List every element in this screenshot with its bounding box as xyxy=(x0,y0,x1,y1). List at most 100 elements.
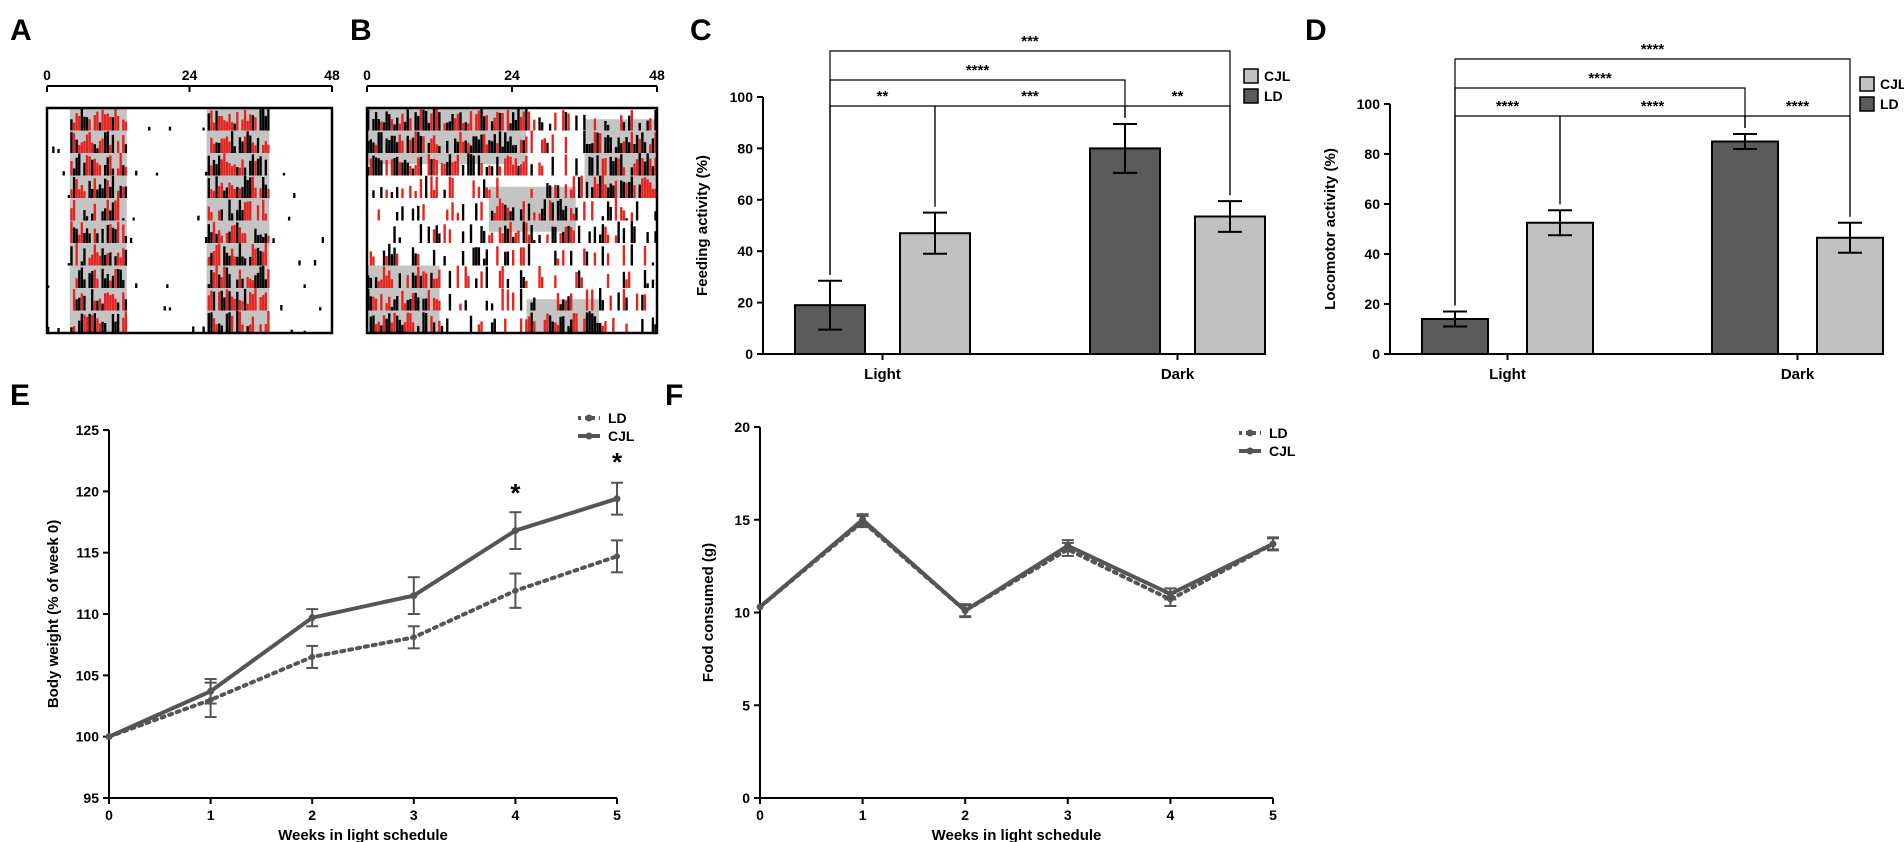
actogram-activity-bar xyxy=(446,318,449,333)
actogram-activity-bar xyxy=(78,320,81,333)
actogram-activity-bar xyxy=(548,200,552,221)
actogram-tick-label: 0 xyxy=(43,67,51,83)
actogram-activity-bar xyxy=(267,188,270,198)
actogram-frame xyxy=(45,106,334,335)
actogram-activity-bar xyxy=(91,188,94,198)
actogram-activity-bar xyxy=(385,111,388,131)
actogram-activity-bar xyxy=(448,154,452,176)
series-line-ld xyxy=(107,554,619,739)
actogram-activity-bar xyxy=(630,167,634,176)
actogram-activity-bar xyxy=(570,189,573,198)
actogram-activity-bar xyxy=(406,300,409,311)
actogram-activity-bar xyxy=(202,127,205,131)
actogram-activity-bar xyxy=(577,177,581,198)
actogram-activity-bar xyxy=(236,256,239,266)
actogram-activity-bar xyxy=(259,156,262,176)
actogram-activity-bar xyxy=(483,230,486,243)
actogram-activity-bar xyxy=(220,276,223,288)
actogram-activity-bar xyxy=(464,266,467,288)
actogram-activity-bar xyxy=(382,250,386,266)
actogram-activity-bar xyxy=(220,116,223,131)
actogram-activity-bar xyxy=(85,117,89,131)
actogram-activity-bar xyxy=(614,146,618,153)
actogram-activity-bar xyxy=(96,111,99,131)
actogram-activity-bar xyxy=(601,224,605,243)
actogram-activity-bar xyxy=(207,178,210,198)
legend-label: LD xyxy=(1264,88,1283,104)
actogram-activity-bar xyxy=(425,298,428,311)
actogram-activity-bar xyxy=(220,159,223,176)
actogram-activity-bar xyxy=(572,213,576,221)
actogram-activity-bar xyxy=(551,321,554,333)
legend-marker xyxy=(585,432,593,440)
actogram-activity-bar xyxy=(212,159,216,176)
actogram-activity-bar xyxy=(380,325,383,333)
actogram-activity-bar xyxy=(104,114,107,131)
actogram-activity-bar xyxy=(96,162,99,176)
actogram-activity-bar xyxy=(251,244,255,266)
actogram-activity-bar xyxy=(504,204,507,221)
actogram-activity-bar xyxy=(264,159,267,176)
actogram-activity-bar xyxy=(430,315,433,333)
actogram-activity-bar xyxy=(422,312,425,333)
actogram-activity-bar xyxy=(385,256,388,266)
actogram-activity-bar xyxy=(218,230,221,243)
actogram-activity-bar xyxy=(614,198,618,221)
actogram-activity-bar xyxy=(411,272,415,288)
actogram-activity-bar xyxy=(93,144,96,153)
actogram-activity-bar xyxy=(272,238,275,243)
actogram-activity-bar xyxy=(282,172,286,176)
actogram-activity-bar xyxy=(380,187,383,198)
actogram-activity-bar xyxy=(207,155,210,176)
actogram-activity-bar xyxy=(509,156,512,176)
actogram-activity-bar xyxy=(454,161,457,176)
actogram-activity-bar xyxy=(67,263,71,266)
actogram-activity-bar xyxy=(643,246,647,266)
actogram-activity-bar xyxy=(135,170,138,176)
actogram-activity-bar xyxy=(122,317,125,333)
actogram-activity-bar xyxy=(649,182,652,198)
actogram-activity-bar xyxy=(588,231,591,243)
y-tick-label: 15 xyxy=(734,512,750,528)
y-tick-label: 40 xyxy=(1364,246,1380,262)
actogram-activity-bar xyxy=(435,159,438,176)
actogram-activity-bar xyxy=(101,303,104,311)
actogram-activity-bar xyxy=(493,134,496,153)
actogram-activity-bar xyxy=(104,278,107,288)
actogram-activity-bar xyxy=(256,205,260,221)
actogram-activity-bar xyxy=(256,272,260,288)
actogram-activity-bar xyxy=(601,158,605,176)
actogram-activity-bar xyxy=(570,227,573,243)
actogram-activity-bar xyxy=(380,160,383,176)
actogram-activity-bar xyxy=(493,318,496,333)
actogram-activity-bar xyxy=(454,118,457,131)
actogram-activity-bar xyxy=(75,113,78,131)
actogram-activity-bar xyxy=(236,310,239,333)
actogram-activity-bar xyxy=(374,324,378,333)
significance-label: ** xyxy=(1172,88,1184,105)
actogram-activity-bar xyxy=(80,108,84,131)
actogram-activity-bar xyxy=(101,211,104,221)
actogram-activity-bar xyxy=(220,138,223,153)
actogram-activity-bar xyxy=(104,178,107,198)
actogram-activity-bar xyxy=(541,122,544,131)
bar xyxy=(1194,215,1266,355)
actogram-activity-bar xyxy=(409,165,412,176)
actogram-activity-bar xyxy=(119,185,122,198)
actogram-activity-bar xyxy=(522,140,525,153)
actogram-activity-bar xyxy=(372,155,375,176)
actogram-activity-bar xyxy=(506,141,510,153)
actogram-activity-bar xyxy=(228,291,231,311)
actogram-activity-bar xyxy=(564,112,568,131)
actogram-activity-bar xyxy=(546,183,549,198)
actogram-activity-bar xyxy=(403,303,407,311)
actogram-activity-bar xyxy=(604,320,607,333)
bar xyxy=(1526,221,1594,355)
actogram-activity-bar xyxy=(246,326,249,333)
x-tick-label: Dark xyxy=(1161,366,1195,383)
actogram-activity-bar xyxy=(448,121,452,131)
x-tick-label: 4 xyxy=(1167,807,1175,823)
actogram-activity-bar xyxy=(530,224,533,243)
actogram-activity-bar xyxy=(249,324,252,333)
actogram-activity-bar xyxy=(591,187,594,198)
